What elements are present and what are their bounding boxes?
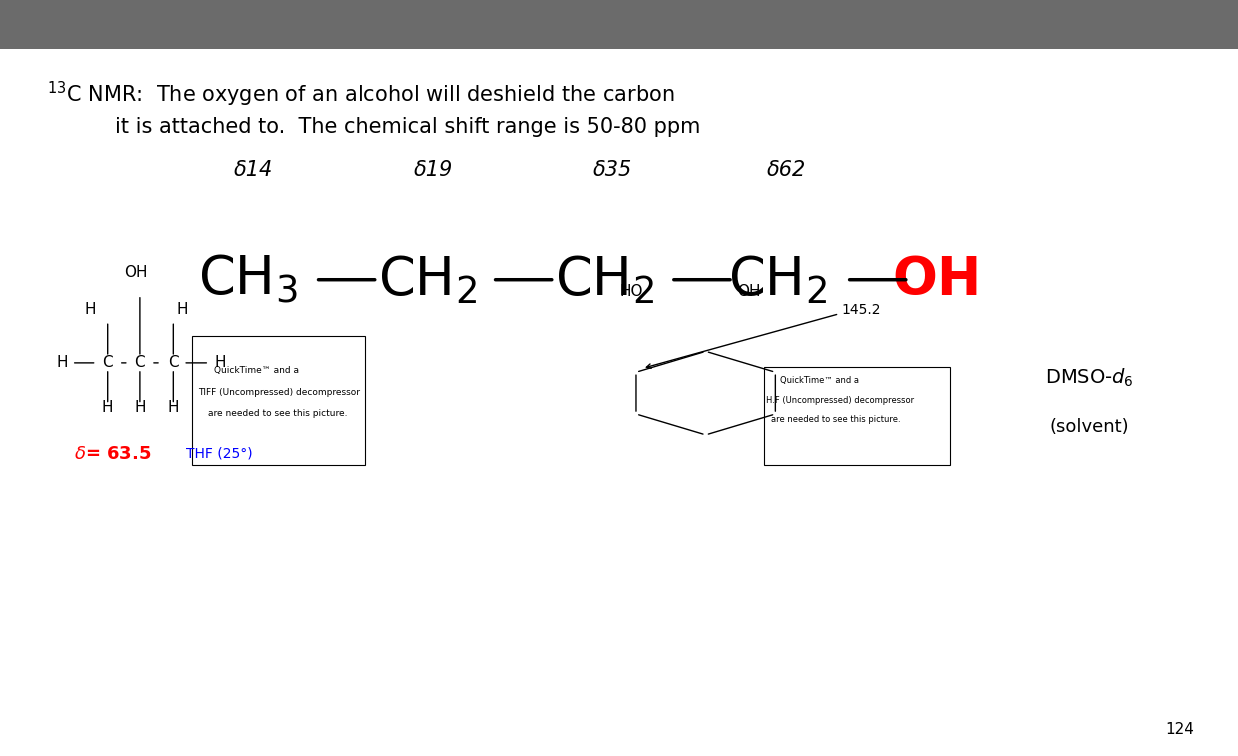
Text: δ14: δ14 [234, 160, 274, 180]
Text: $\mathit{\delta}$= 63.5: $\mathit{\delta}$= 63.5 [74, 445, 152, 463]
Text: QuickTime™ and a: QuickTime™ and a [214, 366, 300, 375]
Text: H: H [176, 302, 188, 317]
Text: H: H [56, 355, 68, 370]
Text: QuickTime™ and a: QuickTime™ and a [780, 376, 859, 386]
Text: C: C [103, 355, 113, 370]
Text: H.F (Uncompressed) decompressor: H.F (Uncompressed) decompressor [766, 396, 915, 405]
Text: $\mathregular{CH_2}$: $\mathregular{CH_2}$ [728, 253, 827, 306]
Text: δ35: δ35 [593, 160, 633, 180]
Text: HO: HO [620, 284, 643, 299]
Text: H: H [214, 355, 227, 370]
Text: H: H [167, 400, 180, 415]
Text: δ62: δ62 [766, 160, 806, 180]
Text: $\mathregular{CH_3}$: $\mathregular{CH_3}$ [198, 253, 297, 306]
Text: C: C [168, 355, 178, 370]
FancyBboxPatch shape [192, 336, 365, 465]
Text: it is attached to.  The chemical shift range is 50-80 ppm: it is attached to. The chemical shift ra… [115, 117, 701, 137]
Text: $^{13}$C NMR:  The oxygen of an alcohol will deshield the carbon: $^{13}$C NMR: The oxygen of an alcohol w… [47, 79, 675, 109]
Text: 145.2: 145.2 [842, 303, 881, 317]
Text: H: H [102, 400, 114, 415]
Text: THF (25°): THF (25°) [186, 447, 253, 460]
Text: $\mathregular{CH_2}$: $\mathregular{CH_2}$ [378, 253, 477, 306]
Text: (solvent): (solvent) [1050, 418, 1129, 436]
Text: are needed to see this picture.: are needed to see this picture. [208, 409, 348, 418]
Text: δ19: δ19 [413, 160, 453, 180]
Text: DMSO-$\mathit{d}_{6}$: DMSO-$\mathit{d}_{6}$ [1045, 367, 1134, 389]
Text: $\mathregular{OH}$: $\mathregular{OH}$ [891, 254, 978, 305]
Text: OH: OH [738, 284, 760, 299]
Text: C: C [135, 355, 145, 370]
Text: TIFF (Uncompressed) decompressor: TIFF (Uncompressed) decompressor [198, 388, 360, 397]
Text: 124: 124 [1166, 722, 1195, 737]
Text: $\mathregular{CH_2}$: $\mathregular{CH_2}$ [555, 253, 654, 306]
Text: H: H [134, 400, 146, 415]
Text: OH: OH [125, 265, 147, 280]
Text: are needed to see this picture.: are needed to see this picture. [771, 415, 901, 424]
Text: H: H [84, 302, 97, 317]
FancyBboxPatch shape [764, 367, 950, 465]
